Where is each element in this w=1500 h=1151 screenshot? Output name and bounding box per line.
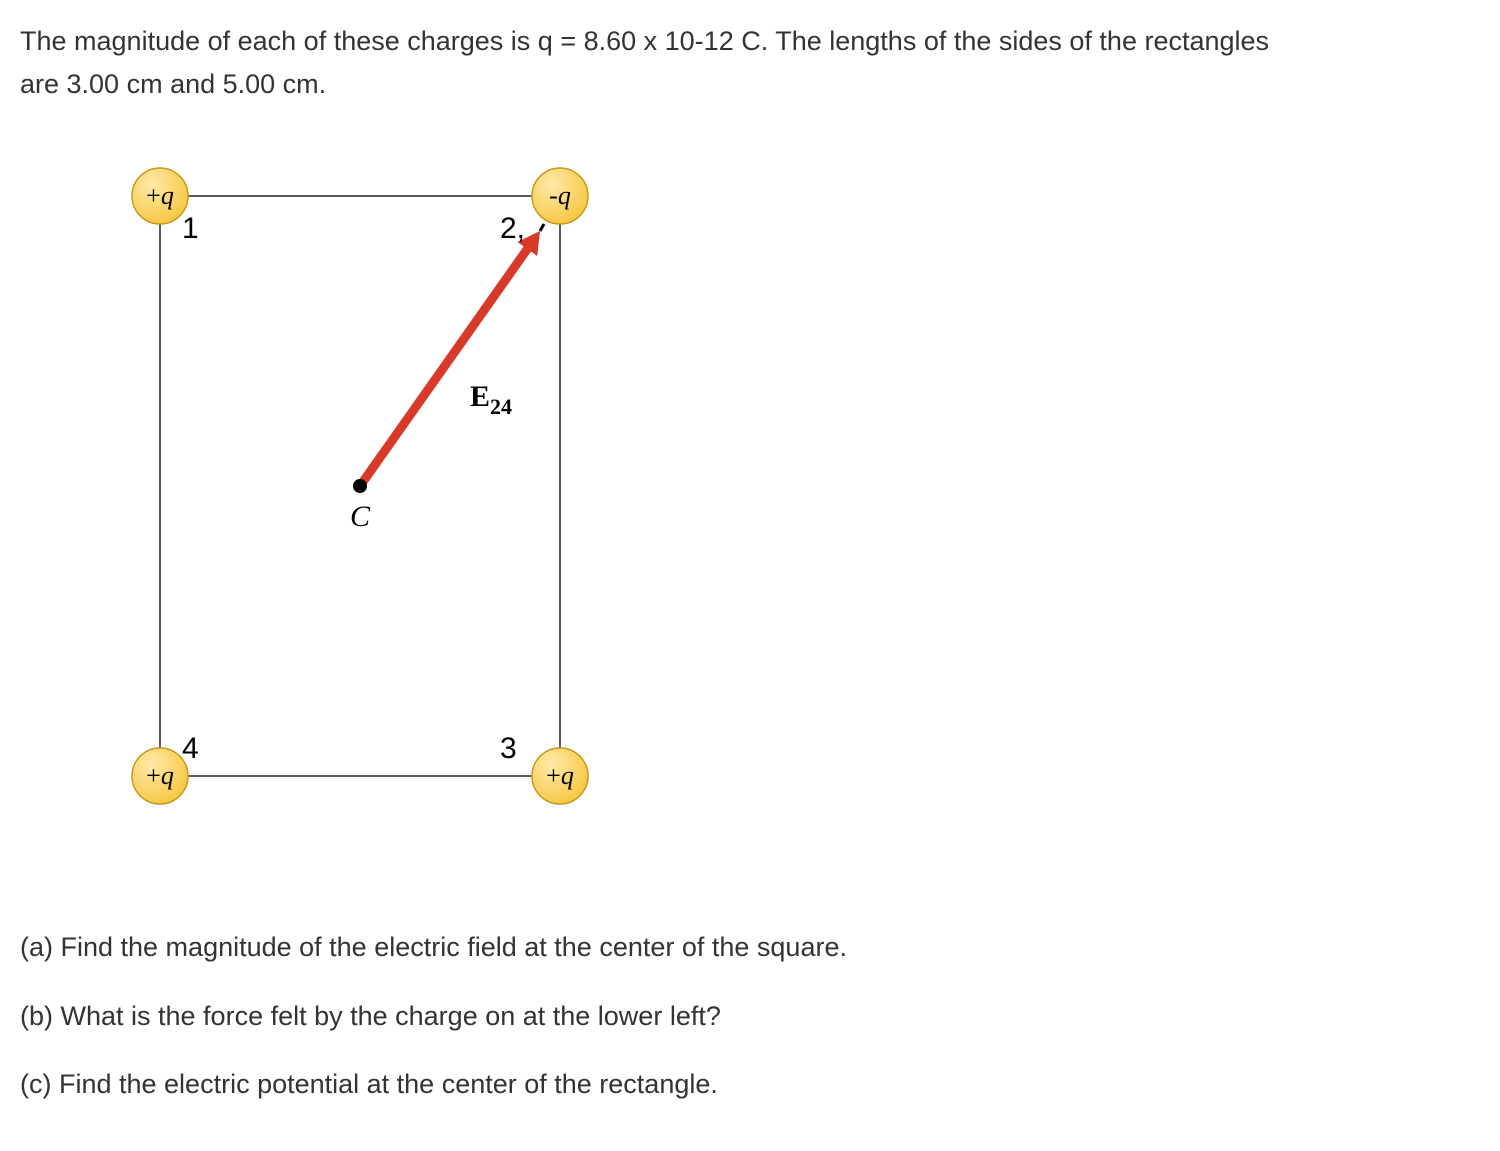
question-c: (c) Find the electric potential at the c… [20, 1063, 1480, 1106]
problem-statement: The magnitude of each of these charges i… [20, 20, 1480, 106]
svg-text:-q: -q [549, 181, 571, 210]
svg-text:2,: 2, [500, 212, 525, 245]
diagram-svg: E24 C +q 1 -q 2, +q 3 +q 4 [40, 136, 610, 876]
svg-text:+q: +q [146, 761, 174, 790]
problem-line-1: The magnitude of each of these charges i… [20, 26, 1269, 56]
question-b: (b) What is the force felt by the charge… [20, 995, 1480, 1038]
svg-text:3: 3 [500, 732, 517, 765]
svg-text:+q: +q [546, 761, 574, 790]
svg-text:C: C [350, 500, 371, 533]
svg-text:4: 4 [182, 732, 199, 765]
svg-text:24: 24 [490, 394, 512, 419]
question-a: (a) Find the magnitude of the electric f… [20, 926, 1480, 969]
svg-text:E: E [470, 380, 490, 413]
diagram: E24 C +q 1 -q 2, +q 3 +q 4 [40, 136, 1480, 876]
problem-line-2: are 3.00 cm and 5.00 cm. [20, 69, 326, 99]
svg-text:1: 1 [182, 212, 199, 245]
svg-text:+q: +q [146, 181, 174, 210]
